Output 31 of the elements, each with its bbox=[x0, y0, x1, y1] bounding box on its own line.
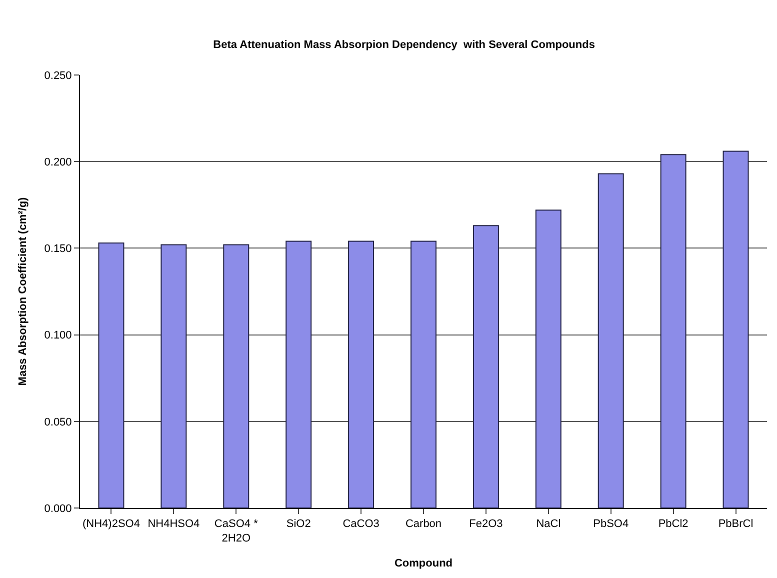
x-tick-label: SiO2 bbox=[286, 518, 311, 530]
bar bbox=[348, 240, 374, 508]
x-tick-label: CaCO3 bbox=[342, 518, 380, 530]
y-tick-label: 0.050 bbox=[44, 416, 72, 428]
x-tick-label: NH4HSO4 bbox=[148, 518, 200, 530]
x-tick-label: Carbon bbox=[405, 518, 442, 530]
x-tick-label: CaSO4 * 2H2O bbox=[214, 518, 259, 544]
bar bbox=[286, 240, 312, 508]
bar bbox=[598, 173, 624, 508]
bar bbox=[98, 242, 124, 508]
bar bbox=[722, 150, 749, 508]
x-tick-label: NaCl bbox=[536, 518, 561, 530]
bar bbox=[160, 244, 187, 508]
bar bbox=[472, 225, 499, 508]
y-tick-label: 0.150 bbox=[44, 243, 72, 256]
y-tick-label: 0.000 bbox=[44, 502, 72, 515]
x-tick-label: Fe2O3 bbox=[469, 518, 503, 530]
chart-title: Beta Attenuation Mass Absorpion Dependency with Several Compounds bbox=[213, 39, 595, 52]
x-tick-label: PbBrCl bbox=[718, 518, 754, 530]
x-axis-title: Compound bbox=[394, 558, 453, 570]
y-axis-title: Mass Absorption Coefficient (cm²/g) bbox=[16, 196, 29, 386]
y-tick-label: 0.200 bbox=[44, 156, 72, 168]
x-tick-label: (NH4)2SO4 bbox=[82, 518, 140, 530]
bar bbox=[660, 154, 686, 508]
bar bbox=[535, 210, 562, 508]
bar bbox=[410, 240, 436, 508]
x-tick-label: PbSO4 bbox=[593, 518, 629, 530]
bar bbox=[223, 244, 250, 508]
y-tick-label: 0.250 bbox=[44, 70, 72, 82]
y-tick-label: 0.100 bbox=[44, 330, 72, 342]
x-tick-label: PbCl2 bbox=[658, 518, 688, 530]
